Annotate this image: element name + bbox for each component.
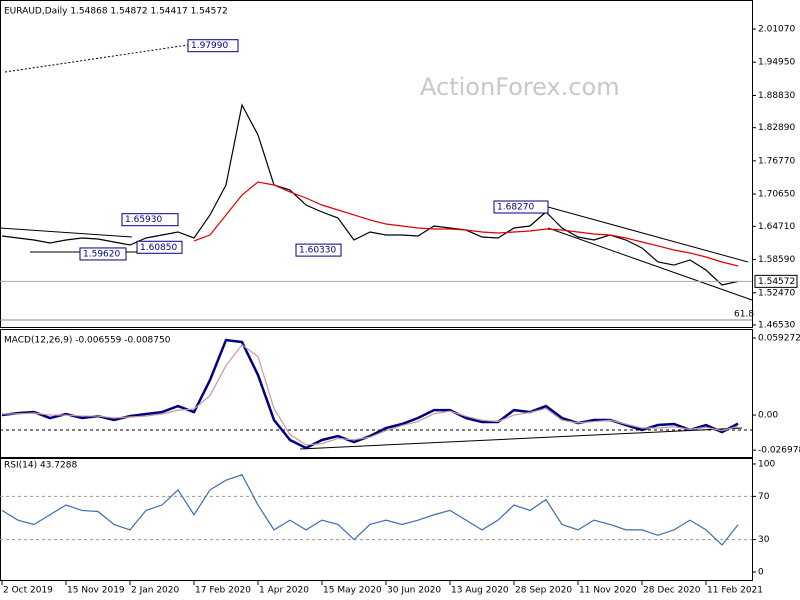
annotation-box	[136, 240, 183, 254]
x-tick-label: 30 Jun 2020	[387, 586, 441, 596]
y-tick-label: -0.026978	[758, 446, 800, 456]
annotation-label: 1.59620	[83, 249, 120, 259]
y-tick-label: 0.059272	[758, 334, 800, 344]
x-tick-label: 28 Dec 2020	[643, 586, 701, 596]
x-tick-label: 11 Feb 2021	[707, 586, 763, 596]
x-tick-label: 15 May 2020	[323, 586, 382, 596]
y-tick-label: 1.76770	[758, 156, 795, 166]
annotation-label: 1.65930	[125, 215, 162, 225]
rsi-title: RSI(14) 43.7288	[4, 461, 77, 471]
annotation-label: 1.60850	[140, 243, 177, 253]
trend-line	[0, 227, 133, 238]
series-line	[1, 103, 739, 286]
price-tag-label: 1.54572	[758, 277, 795, 287]
series-line	[193, 181, 739, 267]
y-tick-label: 30	[758, 535, 770, 545]
y-tick-label: 1.58590	[758, 255, 795, 265]
y-tick-label: 1.94950	[758, 58, 795, 68]
x-tick-label: 28 Sep 2020	[515, 586, 572, 596]
y-tick-label: 0.00	[758, 411, 778, 421]
y-tick-label: 70	[758, 492, 770, 502]
annotation-box	[493, 200, 549, 214]
y-tick-label: 0	[758, 568, 764, 578]
macd-panel	[0, 329, 753, 458]
x-tick-label: 13 Aug 2020	[451, 586, 509, 596]
x-tick-label: 17 Feb 2020	[195, 586, 251, 596]
annotation-box	[187, 39, 239, 53]
y-tick-label: 2.01070	[758, 24, 795, 34]
x-tick-label: 15 Nov 2019	[67, 586, 125, 596]
trend-line	[299, 427, 743, 450]
trend-line	[4, 44, 189, 73]
price-tag	[754, 274, 798, 288]
annotation-label: 1.97990	[191, 41, 228, 51]
y-tick-label: 1.88830	[758, 91, 795, 101]
annotation-label: 1.60330	[299, 246, 336, 256]
series-line	[1, 474, 739, 546]
macd-title: MACD(12,26,9) -0.006559 -0.008750	[4, 336, 171, 346]
x-tick-label: 2 Oct 2019	[3, 586, 53, 596]
annotation-box	[121, 213, 179, 227]
y-tick-label: 100	[758, 459, 775, 469]
y-tick-label: 1.82890	[758, 123, 795, 133]
y-tick-label: 1.64710	[758, 222, 795, 232]
rsi-panel	[0, 458, 753, 581]
channel-line	[547, 227, 753, 301]
y-tick-label: 1.70650	[758, 190, 795, 200]
watermark: ActionForex.com	[420, 73, 620, 101]
x-tick-label: 2 Jan 2020	[131, 586, 179, 596]
y-tick-label: 1.46530	[758, 321, 795, 331]
x-tick-label: 11 Nov 2020	[579, 586, 637, 596]
channel-line	[547, 206, 749, 263]
x-tick-label: 1 Apr 2020	[259, 586, 309, 596]
y-tick-label: 1.52470	[758, 288, 795, 298]
annotation-label: 1.68270	[497, 203, 534, 213]
annotation-box	[79, 247, 127, 261]
price-panel	[0, 0, 753, 328]
series-line	[1, 344, 739, 446]
chart-title: EURAUD,Daily 1.54868 1.54872 1.54417 1.5…	[4, 7, 228, 17]
annotation-box	[295, 243, 342, 257]
fib-label: 61.8	[734, 310, 754, 320]
